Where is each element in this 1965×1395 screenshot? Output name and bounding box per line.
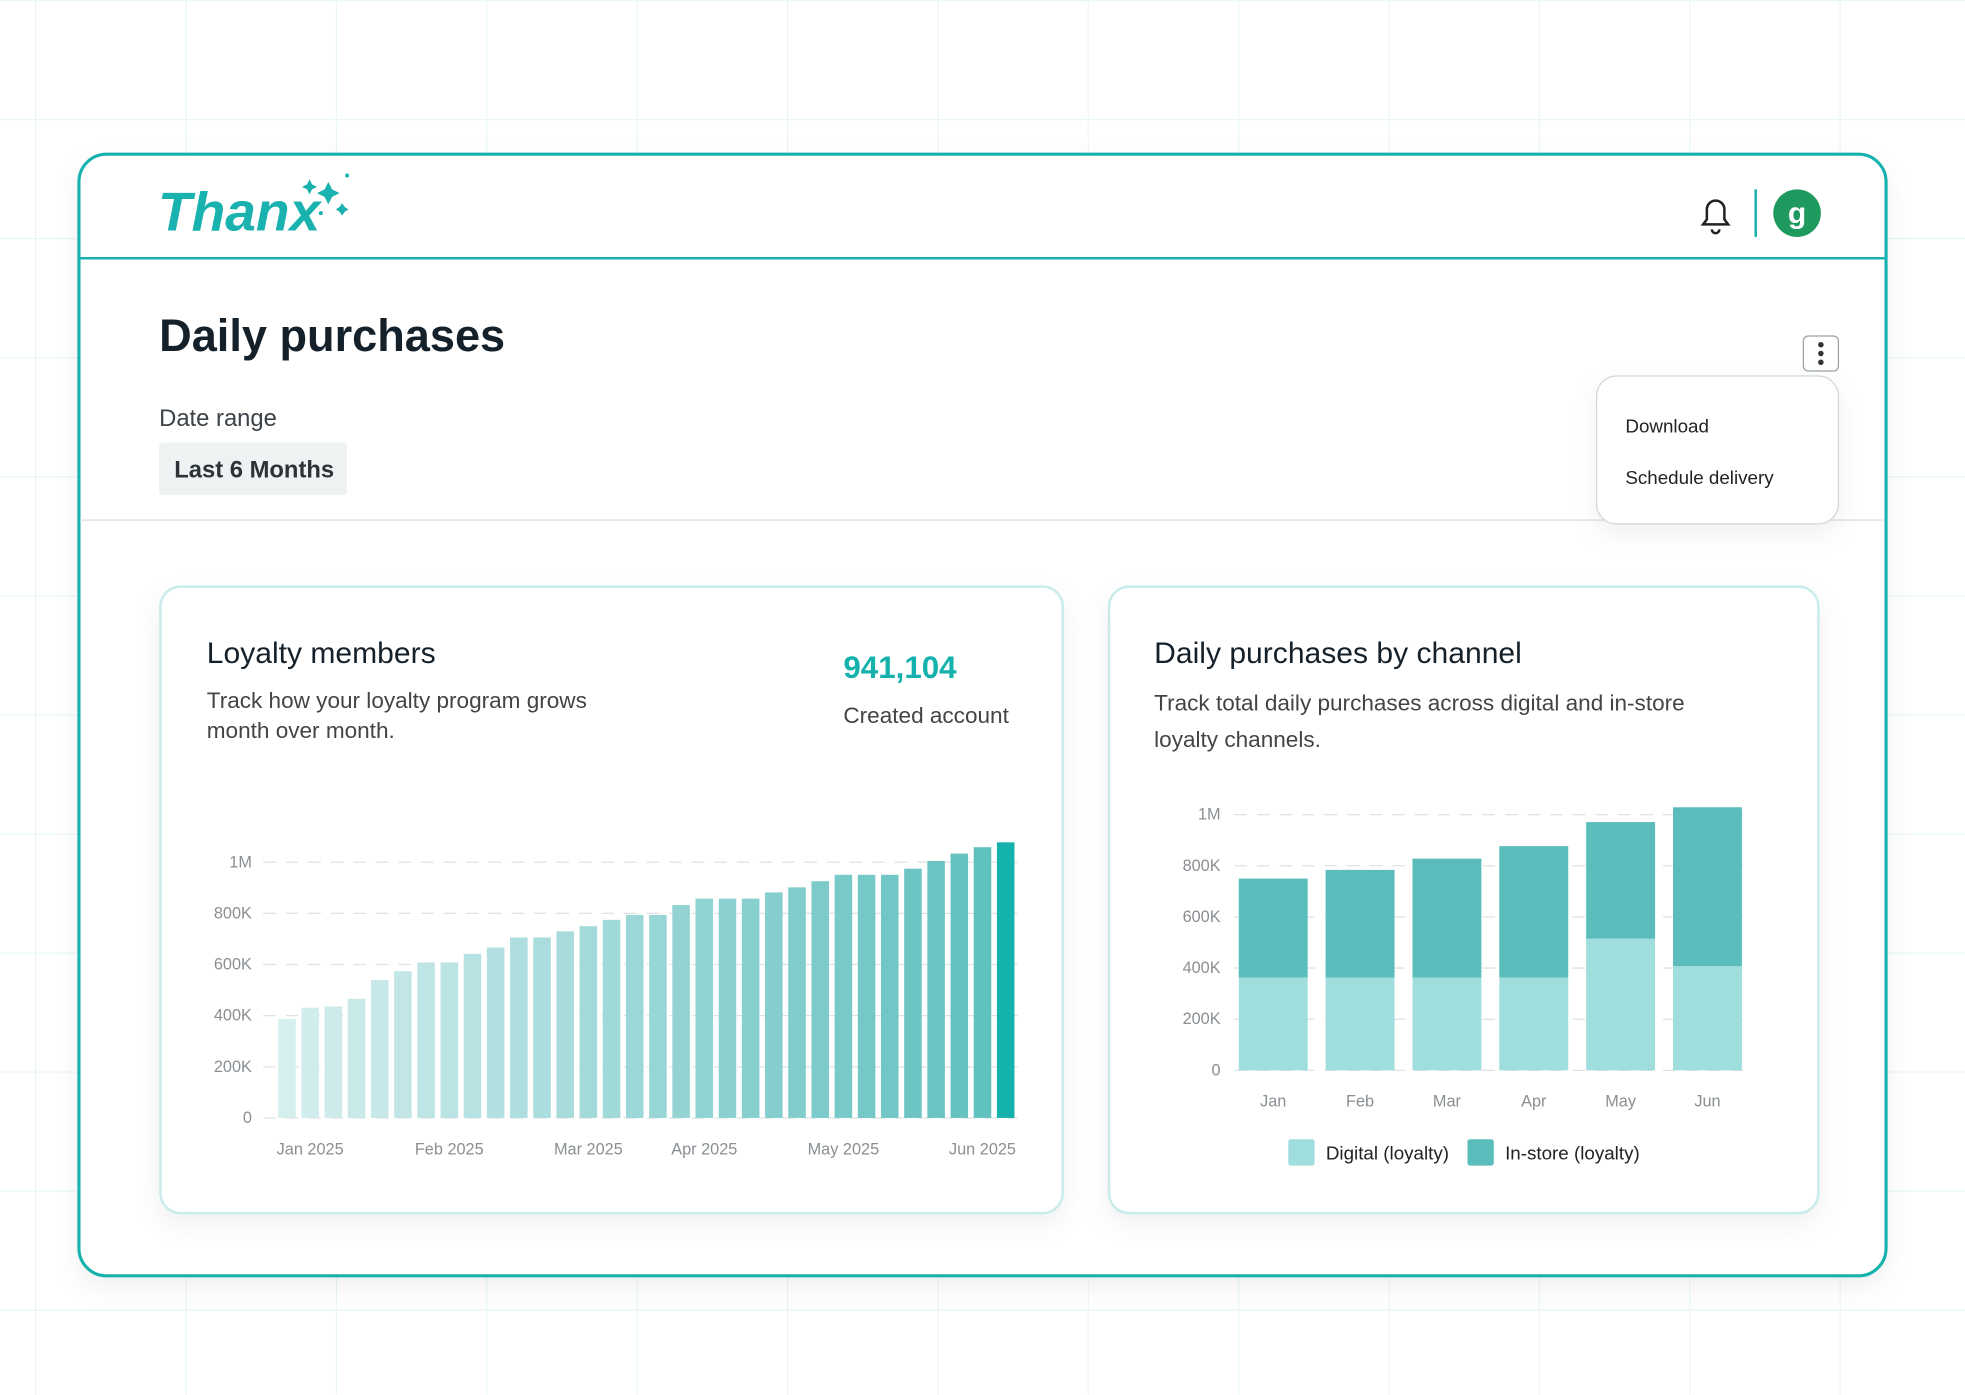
logo-sparkles bbox=[302, 173, 350, 216]
bar-segment bbox=[1499, 846, 1569, 978]
more-icon bbox=[1818, 341, 1824, 366]
x-tick-label: Apr 2025 bbox=[671, 1140, 737, 1158]
y-tick-label: 0 bbox=[243, 1109, 252, 1127]
card-description: loyalty channels. bbox=[1154, 727, 1321, 752]
kpi-value: 941,104 bbox=[843, 650, 957, 685]
y-tick-label: 800K bbox=[214, 904, 252, 922]
page-title: Daily purchases bbox=[159, 310, 505, 361]
y-tick-label: 1M bbox=[229, 853, 252, 871]
legend-label: Digital (loyalty) bbox=[1326, 1142, 1449, 1163]
bar bbox=[880, 874, 899, 1118]
y-tick-label: 200K bbox=[1183, 1010, 1221, 1028]
bar bbox=[394, 971, 412, 1118]
bar bbox=[649, 914, 667, 1118]
y-tick-label: 0 bbox=[1212, 1061, 1221, 1079]
bar bbox=[927, 861, 945, 1118]
x-tick-label: Feb 2025 bbox=[415, 1140, 484, 1158]
menu-item[interactable]: Schedule delivery bbox=[1625, 467, 1774, 488]
x-tick-label: Mar 2025 bbox=[554, 1140, 623, 1158]
bar-segment bbox=[1673, 807, 1742, 967]
bar-segment bbox=[1412, 858, 1482, 978]
y-tick-label: 600K bbox=[1183, 908, 1221, 926]
bar bbox=[996, 842, 1015, 1118]
menu-item[interactable]: Download bbox=[1625, 415, 1709, 436]
bar bbox=[811, 881, 829, 1118]
bar bbox=[625, 914, 644, 1118]
avatar[interactable] bbox=[1773, 189, 1821, 237]
bar bbox=[463, 953, 482, 1118]
y-tick-label: 400K bbox=[1183, 959, 1221, 977]
bar-segment bbox=[1586, 822, 1656, 939]
bar bbox=[602, 919, 621, 1118]
bar-segment bbox=[1412, 977, 1482, 1071]
y-tick-label: 600K bbox=[214, 956, 252, 974]
card-description: Track total daily purchases across digit… bbox=[1154, 691, 1685, 716]
bar bbox=[440, 962, 459, 1118]
y-tick-label: 1M bbox=[1198, 806, 1221, 824]
bar-segment bbox=[1238, 878, 1308, 978]
x-tick-label: Jun 2025 bbox=[949, 1140, 1016, 1158]
bar-segment bbox=[1673, 966, 1742, 1071]
bar bbox=[370, 980, 389, 1118]
date-range-select[interactable] bbox=[159, 442, 348, 496]
legend-swatch bbox=[1288, 1139, 1315, 1166]
bar bbox=[486, 947, 505, 1118]
bar bbox=[904, 868, 922, 1118]
avatar-initial: g bbox=[1788, 197, 1806, 230]
bar-segment bbox=[1586, 938, 1656, 1071]
x-tick-label: May 2025 bbox=[808, 1140, 880, 1158]
bar bbox=[973, 847, 992, 1118]
card-description: month over month. bbox=[207, 718, 395, 743]
card-title: Daily purchases by channel bbox=[1154, 637, 1522, 670]
legend-label: In-store (loyalty) bbox=[1505, 1142, 1640, 1163]
y-tick-label: 400K bbox=[214, 1007, 252, 1025]
bar bbox=[324, 1006, 343, 1118]
bar bbox=[950, 853, 969, 1118]
x-tick-label: Jun bbox=[1694, 1093, 1720, 1111]
x-tick-label: Jan 2025 bbox=[277, 1140, 344, 1158]
legend-swatch bbox=[1467, 1139, 1494, 1166]
bar-segment bbox=[1238, 977, 1308, 1071]
card-title: Loyalty members bbox=[207, 637, 436, 670]
bar bbox=[301, 1007, 319, 1118]
y-tick-label: 800K bbox=[1183, 857, 1221, 875]
bar bbox=[741, 898, 760, 1118]
bar-segment bbox=[1499, 977, 1569, 1071]
bar bbox=[695, 898, 714, 1118]
bar bbox=[579, 926, 598, 1118]
x-tick-label: Feb bbox=[1346, 1093, 1374, 1111]
bar bbox=[510, 937, 528, 1118]
logo[interactable]: Thanx bbox=[158, 181, 323, 243]
bar-segment bbox=[1325, 869, 1395, 978]
bar bbox=[788, 887, 806, 1118]
bar bbox=[672, 904, 690, 1118]
bar bbox=[765, 892, 783, 1118]
bar bbox=[533, 937, 551, 1118]
notification-bell[interactable] bbox=[1700, 199, 1731, 235]
bar bbox=[556, 931, 574, 1118]
bar-segment bbox=[1325, 977, 1395, 1071]
bar bbox=[417, 962, 435, 1118]
date-range-value: Last 6 Months bbox=[174, 457, 334, 484]
date-range-label: Date range bbox=[159, 405, 277, 432]
kpi-label: Created account bbox=[843, 703, 1009, 728]
dropdown-menu bbox=[1595, 375, 1840, 525]
bar bbox=[834, 874, 853, 1118]
x-tick-label: Apr bbox=[1521, 1093, 1547, 1111]
bar bbox=[857, 874, 876, 1118]
bar bbox=[278, 1019, 296, 1118]
x-tick-label: Jan bbox=[1260, 1093, 1286, 1111]
bar bbox=[718, 898, 737, 1118]
y-tick-label: 200K bbox=[214, 1058, 252, 1076]
x-tick-label: Mar bbox=[1433, 1093, 1462, 1111]
x-tick-label: May bbox=[1605, 1093, 1637, 1111]
card-description: Track how your loyalty program grows bbox=[207, 688, 587, 713]
bar bbox=[347, 998, 366, 1118]
